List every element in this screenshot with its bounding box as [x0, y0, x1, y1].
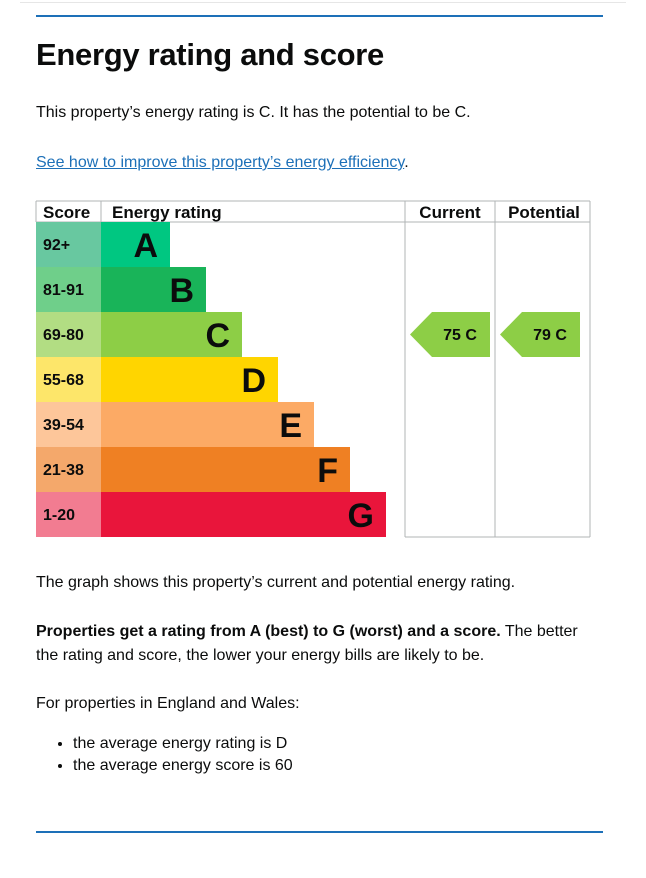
- score-range-g: 1-20: [43, 507, 75, 524]
- regional-intro: For properties in England and Wales:: [36, 695, 300, 712]
- page-top-border: [20, 2, 626, 3]
- chart-bands: 92+ A 81-91 B 69-80 C 55-68 D 39-54 E 21-38 F 1-20 G: [36, 222, 386, 537]
- current-rating-label: 75 C: [443, 327, 477, 344]
- section-divider-top: [36, 15, 603, 17]
- rating-bar-f: [101, 447, 350, 492]
- score-cell-d: [36, 357, 101, 402]
- rating-letter-a: A: [133, 227, 158, 265]
- rating-bar-b: [101, 267, 206, 312]
- score-range-e: 39-54: [43, 417, 84, 434]
- improve-efficiency-link[interactable]: See how to improve this property’s energ…: [36, 154, 405, 171]
- score-range-d: 55-68: [43, 372, 84, 389]
- current-rating-arrow: [410, 312, 490, 357]
- potential-rating-label: 79 C: [533, 327, 567, 344]
- section-divider-bottom: [36, 831, 603, 833]
- header-score: Score: [43, 203, 90, 222]
- rating-bar-d: [101, 357, 278, 402]
- average-score-item: the average energy score is 60: [73, 755, 293, 777]
- chart-arrows: 75 C 79 C: [410, 312, 580, 357]
- score-cell-a: [36, 222, 101, 267]
- chart-headers: Score Energy rating Current Potential: [43, 203, 580, 222]
- rating-bar-g: [101, 492, 386, 537]
- score-cell-e: [36, 402, 101, 447]
- score-cell-b: [36, 267, 101, 312]
- rating-letter-b: B: [169, 272, 194, 310]
- rating-letter-f: F: [317, 452, 338, 490]
- rating-bar-c: [101, 312, 242, 357]
- score-range-a: 92+: [43, 237, 70, 254]
- improve-period: .: [404, 154, 409, 171]
- rating-bar-e: [101, 402, 314, 447]
- rating-letter-c: C: [205, 317, 230, 355]
- rating-explanation: Properties get a rating from A (best) to…: [36, 620, 596, 668]
- energy-rating-summary: This property’s energy rating is C. It h…: [36, 104, 471, 121]
- rating-letter-e: E: [279, 407, 302, 445]
- header-potential: Potential: [508, 203, 580, 222]
- rating-letter-g: G: [348, 497, 374, 535]
- score-cell-f: [36, 447, 101, 492]
- page-title: Energy rating and score: [36, 37, 384, 72]
- averages-list: the average energy rating is D the avera…: [36, 733, 293, 777]
- average-rating-item: the average energy rating is D: [73, 733, 293, 755]
- improve-paragraph: See how to improve this property’s energ…: [36, 151, 596, 175]
- score-cell-c: [36, 312, 101, 357]
- graph-caption: The graph shows this property’s current …: [36, 574, 516, 591]
- score-range-c: 69-80: [43, 327, 84, 344]
- header-energy-rating: Energy rating: [112, 203, 222, 222]
- rating-letter-d: D: [241, 362, 266, 400]
- energy-rating-chart: Score Energy rating Current Potential 92+ A 8…: [35, 200, 591, 538]
- score-range-b: 81-91: [43, 282, 84, 299]
- score-range-f: 21-38: [43, 462, 84, 479]
- header-current: Current: [419, 203, 481, 222]
- rating-explanation-rest: The better the rating and score, the low…: [36, 623, 578, 664]
- score-cell-g: [36, 492, 101, 537]
- potential-rating-arrow: [500, 312, 580, 357]
- rating-explanation-bold: Properties get a rating from A (best) to…: [36, 623, 501, 640]
- rating-bar-a: [101, 222, 170, 267]
